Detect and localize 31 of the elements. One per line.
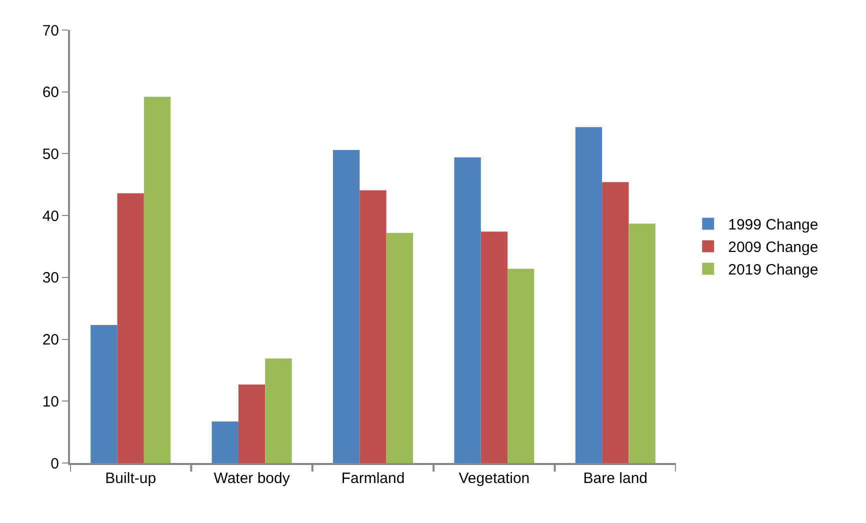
y-tick-label: 20 — [42, 332, 59, 349]
bar — [454, 157, 481, 463]
bar — [238, 384, 266, 463]
y-tick-label: 0 — [50, 455, 59, 472]
y-tick-label: 60 — [42, 84, 59, 102]
y-tick-label: 30 — [42, 270, 59, 287]
y-tick-label: 70 — [42, 22, 59, 40]
y-tick-label: 10 — [42, 393, 59, 410]
bar — [628, 224, 656, 463]
y-tick-label: 40 — [42, 208, 59, 225]
bar — [508, 268, 534, 463]
bar — [575, 127, 602, 463]
x-tick-label: Built-up — [105, 470, 156, 487]
x-tick-label: Farmland — [341, 470, 405, 487]
legend-label: 2019 Change — [728, 262, 818, 279]
bar — [212, 422, 238, 463]
bar — [386, 232, 413, 463]
bar — [90, 325, 118, 463]
bar — [265, 358, 292, 463]
bar — [144, 96, 171, 463]
bar — [480, 232, 508, 463]
x-tick-label: Water body — [214, 470, 290, 487]
legend-label: 1999 Change — [728, 216, 818, 234]
x-tick-label: Bare land — [583, 470, 648, 487]
bar — [602, 182, 629, 463]
legend-label: 2009 Change — [728, 239, 818, 256]
bar — [360, 190, 386, 463]
x-tick-label: Vegetation — [458, 470, 530, 487]
y-tick-label: 50 — [42, 146, 59, 163]
bar — [333, 150, 360, 463]
bar — [117, 193, 144, 463]
